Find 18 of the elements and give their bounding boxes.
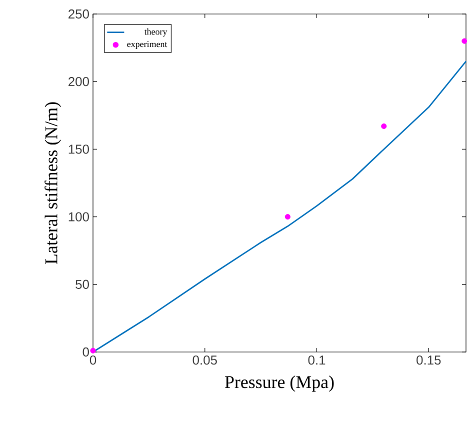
- x-axis-title: Pressure (Mpa): [224, 376, 334, 392]
- legend-label: experiment: [127, 41, 168, 49]
- y-tick-label: 100: [68, 212, 89, 222]
- x-tick-label: 0.05: [192, 356, 217, 365]
- y-tick-label: 0: [82, 347, 89, 357]
- y-tick-label: 50: [76, 280, 89, 289]
- legend-label: theory: [144, 28, 168, 37]
- y-tick-label: 200: [68, 77, 89, 86]
- point: [90, 348, 96, 354]
- x-tick-label: 0: [90, 356, 96, 365]
- y-axis-title: Lateral stiffness (N/m): [44, 102, 62, 264]
- point: [462, 38, 467, 44]
- point: [284, 214, 290, 220]
- x-tick-label: 0.1: [308, 356, 326, 365]
- point: [381, 123, 387, 130]
- y-tick-label: 250: [68, 9, 89, 19]
- y-tick-label: 150: [68, 144, 89, 154]
- x-tick-label: 0.15: [416, 356, 441, 365]
